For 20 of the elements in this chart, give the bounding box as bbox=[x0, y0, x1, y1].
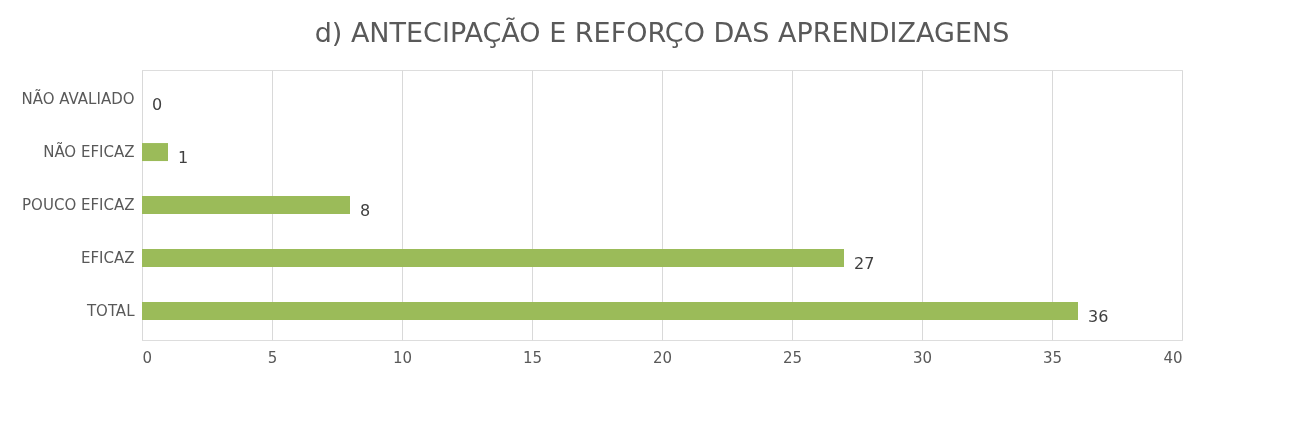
data-label: 27 bbox=[854, 253, 875, 273]
x-tick-label: 15 bbox=[522, 348, 543, 367]
data-label: 1 bbox=[178, 148, 189, 168]
data-label: 8 bbox=[360, 201, 371, 220]
x-tick-label: 5 bbox=[267, 348, 278, 367]
x-tick-label: 35 bbox=[1042, 348, 1063, 367]
y-tick-label: TOTAL bbox=[85, 301, 136, 320]
x-tick-label: 10 bbox=[392, 348, 413, 367]
y-tick-label: POUCO EFICAZ bbox=[22, 196, 135, 214]
data-label: 0 bbox=[152, 95, 163, 115]
data-label: 36 bbox=[1088, 306, 1109, 326]
x-tick-label: 30 bbox=[912, 348, 933, 367]
y-tick-label: NÃO EFICAZ bbox=[43, 142, 135, 162]
x-tick-label: 40 bbox=[1163, 348, 1183, 367]
y-tick-label: EFICAZ bbox=[80, 248, 135, 267]
x-tick-label: 25 bbox=[782, 348, 803, 367]
x-tick-label: 20 bbox=[652, 348, 673, 367]
y-tick-label: NÃO AVALIADO bbox=[21, 89, 135, 109]
x-tick-label: 0 bbox=[142, 348, 153, 367]
chart-title: d) ANTECIPAÇÃO E REFORÇO DAS APRENDIZAGENS bbox=[314, 17, 1010, 48]
